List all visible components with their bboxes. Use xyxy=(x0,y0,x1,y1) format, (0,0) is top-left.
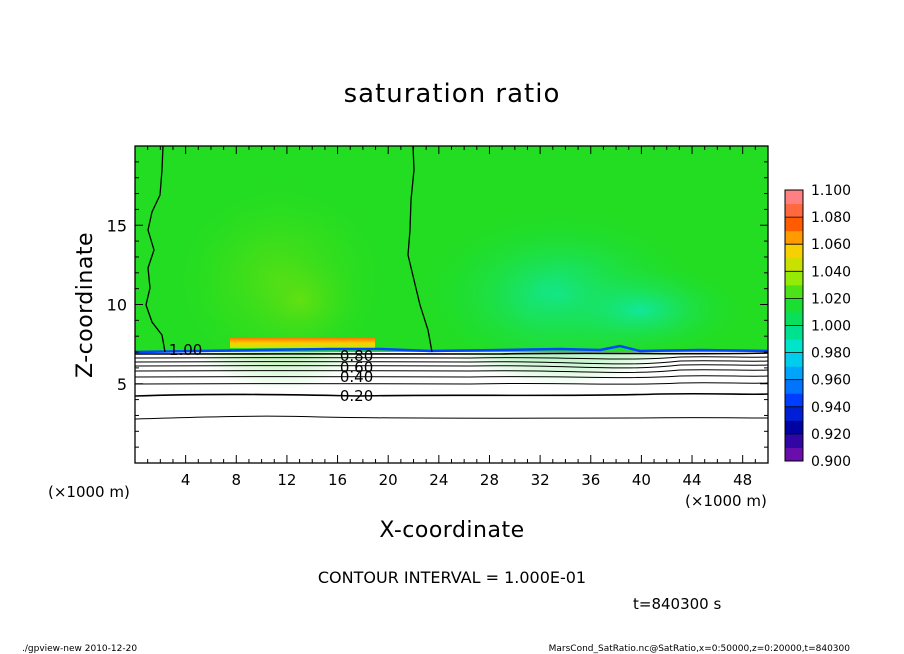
footer-left: ./gpview-new 2010-12-20 xyxy=(22,644,137,654)
chart-title: saturation ratio xyxy=(344,79,561,109)
colorbar-segment xyxy=(785,271,803,286)
contour-label: 0.40 xyxy=(340,368,373,386)
colorbar-segment xyxy=(785,420,803,435)
contour-label: 0.20 xyxy=(340,387,373,405)
colorbar-segment xyxy=(785,393,803,408)
colorbar-segment xyxy=(785,339,803,354)
x-tick-label: 44 xyxy=(682,471,701,489)
colorbar-segment xyxy=(785,311,803,326)
contour-interval-text: CONTOUR INTERVAL = 1.000E-01 xyxy=(318,568,586,587)
colorbar-label: 0.940 xyxy=(811,400,851,416)
footer-right: MarsCond_SatRatio.nc@SatRatio,x=0:50000,… xyxy=(549,644,851,654)
colorbar-segment xyxy=(785,203,803,218)
y-axis: 5 10 15 xyxy=(107,161,768,448)
y-axis-label: Z-coordinate xyxy=(73,232,98,378)
colorbar-segment xyxy=(785,230,803,245)
colorbar-label: 1.060 xyxy=(811,237,851,253)
colorbar-label: 1.040 xyxy=(811,264,851,280)
x-unit-label: (×1000 m) xyxy=(685,492,767,510)
y-tick-label: 15 xyxy=(107,216,127,235)
colorbar-segment xyxy=(785,433,803,448)
x-tick-label: 32 xyxy=(531,471,550,489)
colorbar-segment xyxy=(785,190,803,205)
y-tick-label: 10 xyxy=(107,296,127,315)
field-hot-band xyxy=(230,338,375,348)
x-tick-label: 24 xyxy=(429,471,448,489)
x-tick-label: 48 xyxy=(733,471,752,489)
colorbar-segment xyxy=(785,298,803,313)
field-blue-boundary xyxy=(135,344,768,354)
colorbar-segment xyxy=(785,217,803,232)
colorbar-segment xyxy=(785,406,803,421)
colorbar: 0.900 0.920 0.940 0.960 0.980 1.000 1.020 1.040… xyxy=(784,183,851,470)
contour-labels: 1.00 0.800.600.400.20 xyxy=(169,341,373,405)
colorbar-segment xyxy=(785,284,803,299)
contour-one-left xyxy=(145,146,166,353)
contour-label: 1.00 xyxy=(169,341,202,359)
colorbar-label: 1.100 xyxy=(811,183,851,199)
colorbar-segment xyxy=(785,366,803,381)
colorbar-segment xyxy=(785,379,803,394)
contour-label: 0.60 xyxy=(340,358,373,376)
colorbar-segment xyxy=(785,244,803,259)
contour-lines xyxy=(135,352,768,420)
colorbar-segment xyxy=(785,352,803,367)
field-warm-core xyxy=(230,240,370,360)
colorbar-segment xyxy=(785,257,803,272)
y-unit-label: (×1000 m) xyxy=(48,483,130,501)
x-tick-label: 36 xyxy=(581,471,600,489)
colorbar-label: 1.020 xyxy=(811,291,851,307)
colorbar-label: 1.080 xyxy=(811,210,851,226)
x-tick-label: 8 xyxy=(232,471,242,489)
contour-label: 0.80 xyxy=(340,347,373,365)
x-tick-label: 40 xyxy=(632,471,651,489)
y-tick-label: 5 xyxy=(117,375,127,394)
colorbar-label: 0.980 xyxy=(811,346,851,362)
colorbar-segment xyxy=(785,447,803,462)
time-text: t=840300 s xyxy=(633,595,721,613)
x-tick-label: 4 xyxy=(181,471,191,489)
colorbar-label: 0.900 xyxy=(811,454,851,470)
colorbar-label: 0.920 xyxy=(811,427,851,443)
x-axis-label: X-coordinate xyxy=(379,518,524,543)
plot-area xyxy=(135,146,768,463)
x-tick-label: 20 xyxy=(379,471,398,489)
colorbar-label: 0.960 xyxy=(811,373,851,389)
x-axis: 4 8 12 16 20 24 28 32 36 40 44 48 xyxy=(147,146,756,489)
x-tick-label: 28 xyxy=(480,471,499,489)
colorbar-label: 1.000 xyxy=(811,319,851,335)
x-tick-label: 16 xyxy=(328,471,347,489)
x-tick-label: 12 xyxy=(277,471,296,489)
contour-one-middle xyxy=(407,146,433,353)
field-cool-blob-2 xyxy=(530,260,750,360)
colorbar-segment xyxy=(785,325,803,340)
